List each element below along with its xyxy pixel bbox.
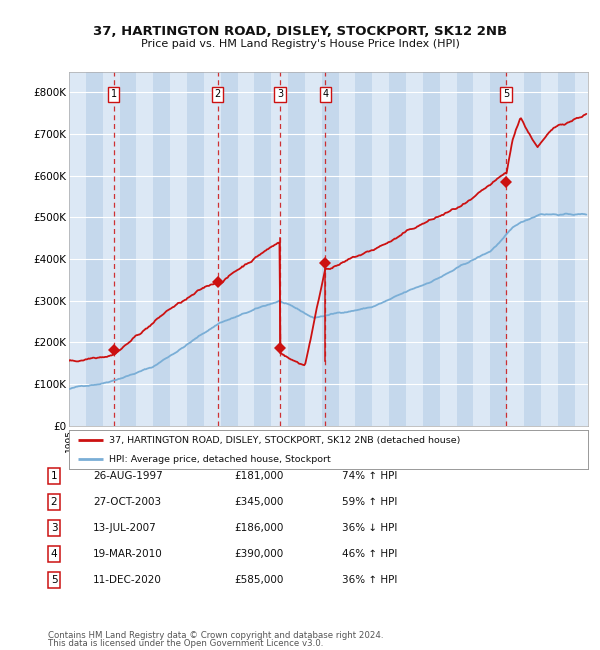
Bar	[204, 72, 221, 426]
Bar	[355, 72, 373, 426]
Bar	[507, 72, 524, 426]
Bar	[238, 72, 254, 426]
Bar	[473, 72, 490, 426]
Bar	[322, 72, 338, 426]
Text: 4: 4	[322, 90, 328, 99]
Text: 11-DEC-2020: 11-DEC-2020	[93, 575, 162, 585]
Text: £585,000: £585,000	[234, 575, 283, 585]
Text: 36% ↑ HPI: 36% ↑ HPI	[342, 575, 397, 585]
Text: £181,000: £181,000	[234, 471, 283, 481]
Text: 4: 4	[50, 549, 58, 559]
Bar	[541, 72, 557, 426]
Bar	[457, 72, 473, 426]
Text: 37, HARTINGTON ROAD, DISLEY, STOCKPORT, SK12 2NB (detached house): 37, HARTINGTON ROAD, DISLEY, STOCKPORT, …	[109, 436, 461, 445]
Bar	[440, 72, 457, 426]
Text: £345,000: £345,000	[234, 497, 283, 507]
Bar	[389, 72, 406, 426]
Bar	[119, 72, 136, 426]
Text: 1: 1	[110, 90, 117, 99]
Bar	[153, 72, 170, 426]
Bar	[271, 72, 288, 426]
Text: 46% ↑ HPI: 46% ↑ HPI	[342, 549, 397, 559]
Bar	[406, 72, 423, 426]
Bar	[69, 72, 86, 426]
Bar	[170, 72, 187, 426]
Text: 2: 2	[50, 497, 58, 507]
Bar	[557, 72, 575, 426]
Bar	[136, 72, 153, 426]
Text: 5: 5	[50, 575, 58, 585]
Text: 3: 3	[277, 90, 283, 99]
Text: 2: 2	[214, 90, 221, 99]
Text: Contains HM Land Registry data © Crown copyright and database right 2024.: Contains HM Land Registry data © Crown c…	[48, 631, 383, 640]
Text: 13-JUL-2007: 13-JUL-2007	[93, 523, 157, 533]
Bar	[524, 72, 541, 426]
Text: 36% ↓ HPI: 36% ↓ HPI	[342, 523, 397, 533]
Bar	[305, 72, 322, 426]
Bar	[423, 72, 440, 426]
Bar	[187, 72, 204, 426]
Text: 27-OCT-2003: 27-OCT-2003	[93, 497, 161, 507]
Bar	[373, 72, 389, 426]
Bar	[490, 72, 507, 426]
Text: £390,000: £390,000	[234, 549, 283, 559]
Text: This data is licensed under the Open Government Licence v3.0.: This data is licensed under the Open Gov…	[48, 639, 323, 648]
Bar	[86, 72, 103, 426]
Bar	[288, 72, 305, 426]
Bar	[338, 72, 355, 426]
Bar	[254, 72, 271, 426]
Text: 1: 1	[50, 471, 58, 481]
Bar	[103, 72, 119, 426]
Text: 74% ↑ HPI: 74% ↑ HPI	[342, 471, 397, 481]
Text: £186,000: £186,000	[234, 523, 283, 533]
Text: 59% ↑ HPI: 59% ↑ HPI	[342, 497, 397, 507]
Bar	[221, 72, 238, 426]
Text: 5: 5	[503, 90, 509, 99]
Text: HPI: Average price, detached house, Stockport: HPI: Average price, detached house, Stoc…	[109, 454, 331, 463]
Text: 3: 3	[50, 523, 58, 533]
Text: 26-AUG-1997: 26-AUG-1997	[93, 471, 163, 481]
Text: 37, HARTINGTON ROAD, DISLEY, STOCKPORT, SK12 2NB: 37, HARTINGTON ROAD, DISLEY, STOCKPORT, …	[93, 25, 507, 38]
Bar	[575, 72, 588, 426]
Text: Price paid vs. HM Land Registry's House Price Index (HPI): Price paid vs. HM Land Registry's House …	[140, 39, 460, 49]
Text: 19-MAR-2010: 19-MAR-2010	[93, 549, 163, 559]
